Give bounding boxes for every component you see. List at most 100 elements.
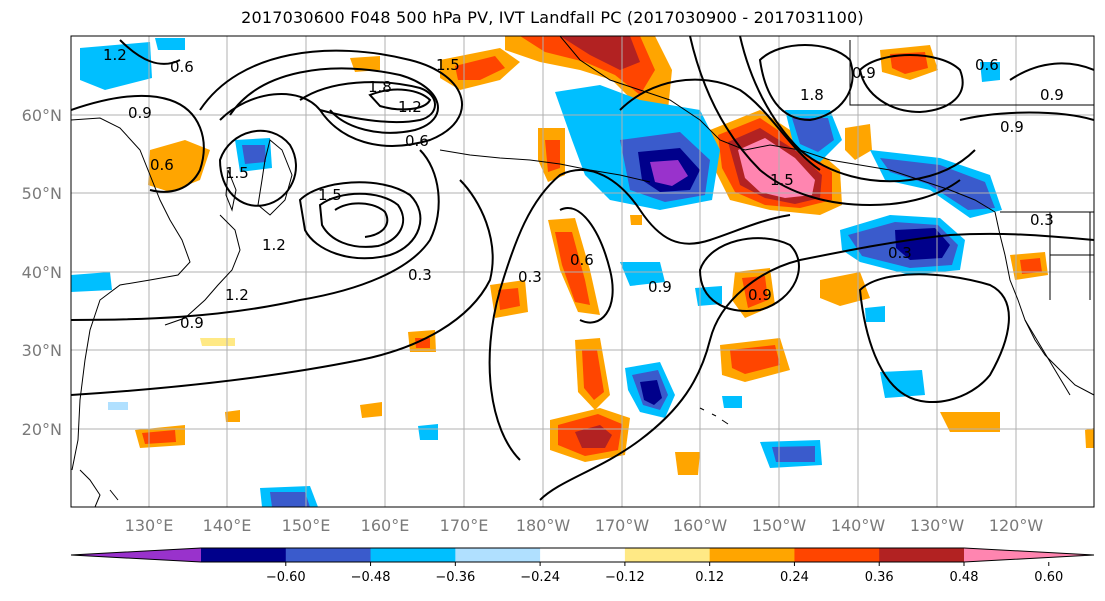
contour-line (229, 67, 439, 134)
lat-label: 60°N (22, 106, 62, 125)
coastline-asia (71, 117, 191, 471)
colorbar-tick-label: −0.12 (605, 570, 645, 585)
coastline-hawaii (699, 407, 729, 425)
contour-label: 0.9 (128, 104, 152, 122)
longitude-labels: 130°E 140°E 150°E 160°E 170°E 180°W 170°… (125, 516, 1044, 535)
contour-line (1009, 62, 1094, 81)
colorbar-segment (709, 548, 795, 562)
anomaly-region (270, 492, 310, 507)
contour-line (218, 129, 297, 207)
colorbar-segment (540, 548, 626, 562)
colorbar-tick-label: 0.12 (695, 570, 724, 585)
coastline-kamchatka (257, 139, 293, 216)
contour-line (71, 149, 440, 321)
contour-label: 0.3 (888, 244, 912, 262)
lon-label: 120°W (989, 516, 1044, 535)
contour-label: 1.8 (800, 86, 824, 104)
contour-line (71, 179, 494, 396)
contour-line (488, 169, 791, 461)
anomaly-region (225, 410, 240, 422)
colorbar-extension-low (71, 548, 201, 562)
anomaly-region (650, 160, 688, 186)
colorbar-segment (624, 548, 711, 562)
lat-label: 20°N (22, 420, 62, 439)
anomaly-region (200, 338, 235, 346)
lon-label: 150°W (752, 516, 807, 535)
positive-anomaly-shading (135, 36, 1094, 475)
colorbar-tick-label: −0.48 (351, 570, 391, 585)
contour-line (199, 49, 463, 147)
contour-label: 0.9 (648, 278, 672, 296)
anomaly-region (675, 452, 700, 475)
lon-label: 140°W (831, 516, 886, 535)
map-title: 2017030600 F048 500 hPa PV, IVT Landfall… (241, 8, 864, 27)
colorbar-segment (455, 548, 541, 562)
contour-label: 0.9 (180, 314, 204, 332)
colorbar-segment (201, 548, 287, 562)
colorbar-tick-label: 0.36 (865, 570, 894, 585)
lon-label: 160°W (673, 516, 728, 535)
contour-line (689, 36, 961, 207)
anomaly-region (730, 345, 780, 374)
anomaly-region (455, 56, 505, 80)
contour-line (539, 232, 1094, 501)
colorbar-tick-label: 0.60 (1034, 570, 1063, 585)
contour-label: 0.6 (570, 251, 594, 269)
border-states (1049, 212, 1094, 300)
contour-label: 0.9 (748, 286, 772, 304)
contour-line (959, 111, 1094, 121)
anomaly-region (155, 38, 185, 50)
contour-label: 0.3 (408, 266, 432, 284)
contour-label: 1.2 (398, 98, 422, 116)
anomaly-region (415, 338, 430, 348)
lon-label: 170°W (595, 516, 650, 535)
contour-label: 0.9 (1000, 118, 1024, 136)
colorbar-segment (285, 548, 372, 562)
anomaly-region (71, 272, 112, 292)
contour-line (334, 202, 389, 238)
colorbar-outline (70, 547, 1095, 563)
contour-line (119, 39, 181, 65)
pv-contours (71, 36, 1094, 501)
colorbar: −0.60 −0.48 −0.36 −0.24 −0.12 0.12 0.24 0.36 0.4… (70, 547, 1095, 585)
contour-label: 0.9 (1040, 86, 1064, 104)
contour-label: 1.8 (368, 78, 392, 96)
contour-line (298, 181, 422, 260)
lon-label: 150°E (282, 516, 331, 535)
map-frame (70, 35, 1095, 508)
anomaly-region (418, 424, 438, 440)
anomaly-region (640, 380, 662, 405)
anomaly-region (560, 36, 640, 70)
colorbar-tick-label: −0.60 (266, 570, 306, 585)
colorbar-segment (794, 548, 880, 562)
anomaly-region (582, 350, 604, 400)
contour-line (758, 44, 854, 122)
anomaly-region (865, 306, 885, 322)
contour-label: 1.5 (436, 56, 460, 74)
anomaly-region (498, 288, 520, 310)
contour-label: 1.5 (770, 171, 794, 189)
lat-label: 30°N (22, 341, 62, 360)
anomaly-region (722, 396, 742, 408)
contour-label: 0.6 (975, 56, 999, 74)
contour-label: 1.2 (262, 236, 286, 254)
contour-label-group: 1.2 0.6 0.9 1.5 1.8 1.2 0.6 0.6 1.5 1.5 … (103, 46, 1064, 332)
contour-label: 0.6 (405, 132, 429, 150)
anomaly-region (890, 52, 928, 74)
coastline-alaska (559, 36, 996, 213)
contour-label: 1.5 (225, 164, 249, 182)
lat-label: 50°N (22, 184, 62, 203)
lon-label: 160°E (361, 516, 410, 535)
anomaly-region (792, 118, 834, 152)
lon-label: 130°E (125, 516, 174, 535)
contour-label: 0.6 (150, 156, 174, 174)
contour-label: 1.2 (103, 46, 127, 64)
contour-line (318, 192, 405, 248)
anomaly-region (880, 370, 925, 398)
anomaly-region (1020, 258, 1042, 274)
anomaly-region (108, 402, 128, 410)
anomaly-region (360, 402, 382, 418)
anomaly-region (80, 42, 152, 90)
contour-line (858, 273, 1010, 403)
